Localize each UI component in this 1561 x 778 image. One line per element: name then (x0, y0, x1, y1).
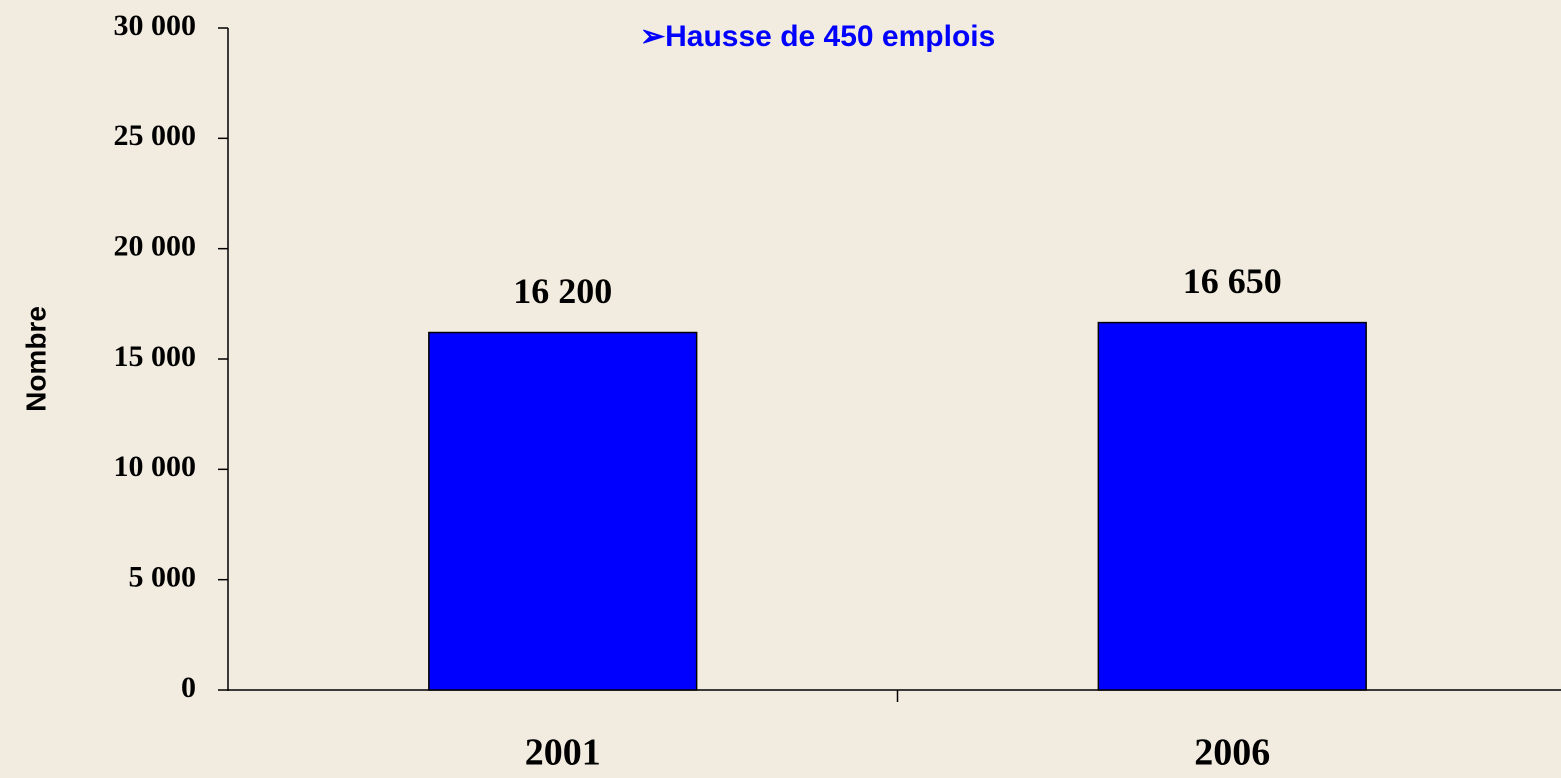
y-tick-label: 15 000 (114, 340, 197, 373)
y-tick-label: 10 000 (114, 450, 197, 483)
data-label: 16 200 (513, 271, 612, 311)
y-tick-label: 0 (181, 671, 196, 704)
data-label: 16 650 (1183, 261, 1282, 301)
bar (1097, 321, 1367, 691)
y-tick-label: 25 000 (114, 119, 197, 152)
y-tick-label: 30 000 (114, 9, 197, 42)
annotation: ➢Hausse de 450 emplois (640, 20, 995, 53)
x-tick-label: 2001 (525, 732, 601, 774)
x-tick-label: 2006 (1194, 732, 1270, 774)
y-tick-label: 5 000 (129, 561, 197, 594)
y-axis-label: Nombre (20, 306, 51, 412)
bar (428, 331, 698, 691)
y-tick-label: 20 000 (114, 230, 197, 263)
